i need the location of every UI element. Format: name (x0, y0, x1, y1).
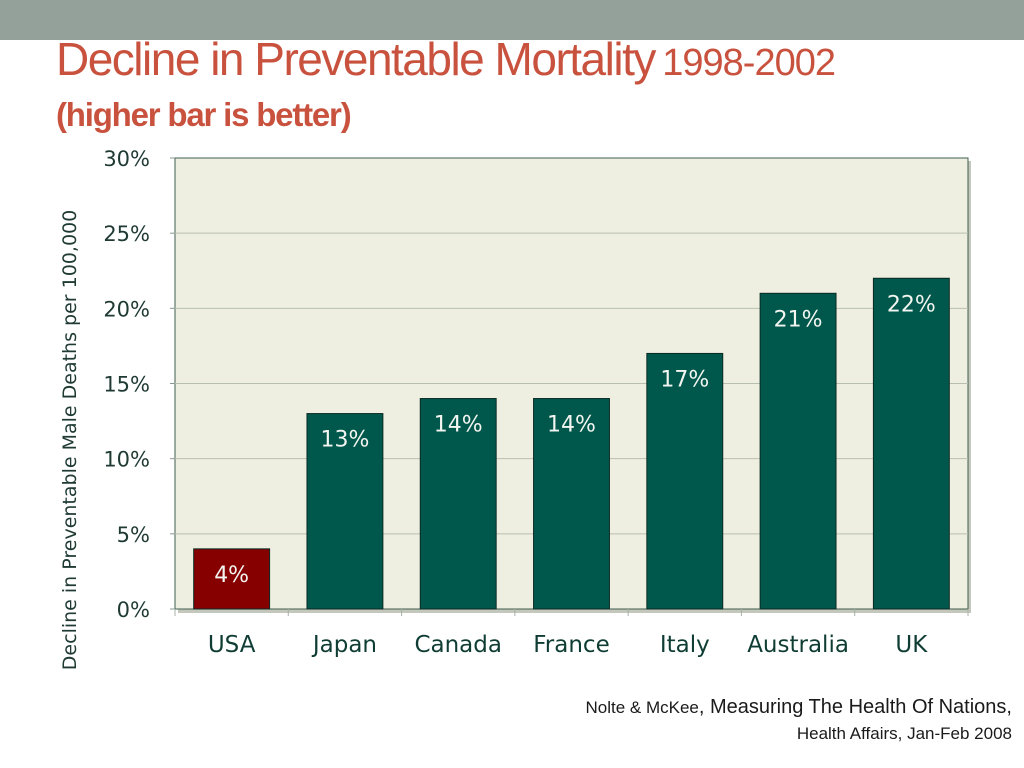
y-axis-label: Decline in Preventable Male Deaths per 1… (59, 210, 81, 670)
bar-canada (419, 398, 497, 610)
header-band (0, 0, 1024, 40)
data-label: 22% (887, 292, 936, 317)
x-axis-ticks (174, 609, 969, 616)
category-label: Australia (747, 632, 849, 658)
category-label: France (533, 632, 609, 658)
category-label: Japan (311, 632, 377, 658)
y-tick-label: 0% (117, 598, 150, 622)
mortality-bar-chart: 0% 5% 10% 15% 20% 25% 30% USA Japan Canada France… (59, 147, 971, 670)
bar-australia (759, 292, 837, 610)
data-label: 14% (434, 413, 483, 438)
data-label: 4% (214, 563, 249, 588)
bar-italy (646, 352, 724, 610)
y-tick-label: 20% (103, 297, 150, 321)
slide-title: Decline in Preventable Mortality 1998-20… (56, 33, 836, 85)
data-label: 13% (320, 428, 369, 453)
bar-uk (872, 277, 950, 610)
source-journal: Health Affairs, Jan-Feb 2008 (796, 724, 1012, 743)
category-label: Italy (660, 632, 710, 658)
bars (193, 277, 950, 610)
x-axis-category-labels: USA Japan Canada France Italy Australia UK (208, 632, 928, 658)
category-label: Canada (414, 632, 502, 658)
source-authors: Nolte & McKee (585, 698, 699, 717)
slide-subtitle: (higher bar is better) (56, 96, 352, 133)
y-tick-label: 25% (103, 222, 150, 246)
bar-france (533, 398, 610, 610)
y-tick-label: 5% (117, 523, 150, 547)
data-label: 14% (547, 413, 596, 438)
y-tick-label: 10% (103, 448, 150, 472)
y-tick-label: 30% (103, 147, 150, 171)
bar-usa (193, 548, 271, 610)
y-axis-tick-labels: 0% 5% 10% 15% 20% 25% 30% (103, 147, 150, 622)
category-label: USA (208, 632, 256, 658)
bar-japan (306, 413, 384, 610)
source-citation: Nolte & McKee, Measuring The Health Of N… (585, 694, 1012, 747)
y-tick-label: 15% (103, 373, 150, 397)
category-label: UK (895, 632, 928, 658)
data-label: 21% (774, 307, 823, 332)
slide-title-years: 1998-2002 (662, 42, 836, 84)
data-label: 17% (660, 367, 709, 392)
source-title: Measuring The Health Of Nations, (709, 696, 1012, 718)
slide-title-main: Decline in Preventable Mortality (56, 33, 656, 85)
data-labels: 4% 13% 14% 14% 17% 21% 22% (214, 292, 936, 588)
